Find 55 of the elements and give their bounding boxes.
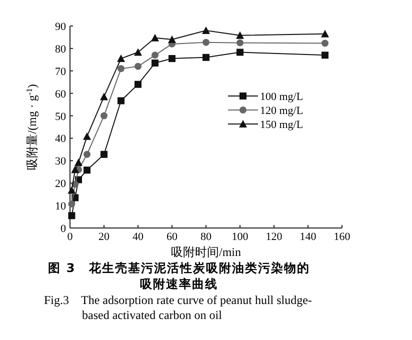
point	[168, 55, 176, 62]
x-tick-label: 40	[132, 231, 144, 243]
point	[236, 39, 244, 46]
point	[83, 132, 91, 140]
point	[117, 54, 125, 62]
point	[202, 26, 210, 34]
y-tick-label: 60	[55, 88, 66, 100]
y-tick-label: 50	[55, 110, 66, 123]
y-tick-label: 20	[55, 178, 66, 190]
point	[168, 35, 176, 43]
point	[202, 54, 210, 61]
y-tick-label: 10	[55, 200, 66, 213]
y-tick-label: 90	[55, 21, 66, 33]
y-tick-label: 70	[55, 66, 66, 78]
point	[71, 166, 80, 174]
point	[100, 112, 108, 120]
point	[151, 34, 159, 42]
point	[134, 80, 142, 88]
point	[321, 30, 329, 38]
point	[322, 52, 328, 59]
legend-label: 120 mg/L	[260, 105, 304, 117]
point	[68, 186, 76, 194]
point	[236, 31, 244, 39]
point	[152, 60, 158, 67]
point	[84, 166, 90, 174]
y-tick-label: 0	[60, 223, 66, 235]
x-tick-label: 60	[166, 231, 178, 243]
point	[322, 40, 328, 47]
y-tick-label: 40	[55, 133, 66, 146]
y-tick-label: 80	[55, 43, 66, 56]
x-tick-label: 160	[334, 231, 351, 243]
point	[100, 150, 108, 158]
y-tick-label: 30	[55, 156, 66, 168]
point	[134, 62, 142, 70]
point	[236, 48, 244, 56]
x-axis-title: 吸附时间/min	[170, 245, 242, 259]
x-tick-label: 20	[98, 231, 110, 243]
point	[118, 97, 124, 104]
x-tick-label: 140	[300, 231, 317, 243]
point	[118, 65, 124, 72]
point	[74, 158, 82, 166]
point	[152, 52, 158, 59]
legend-label: 100 mg/L	[260, 91, 304, 103]
point	[134, 48, 142, 56]
point	[202, 38, 210, 46]
point	[68, 200, 76, 208]
legend-label: 150 mg/L	[260, 119, 304, 131]
point	[100, 92, 108, 100]
point	[84, 150, 90, 158]
text: Fig.3 The adsorption rate curve of peanut hull sludge-based activated carbon on oil	[44, 293, 313, 323]
x-tick-label: 120	[266, 231, 283, 243]
text: 图 3 花生壳基污泥活性炭吸附油类污染物的吸附速率曲线	[47, 260, 311, 292]
x-tick-label: 80	[200, 231, 212, 243]
point	[68, 212, 76, 220]
x-tick-label: 100	[232, 231, 249, 243]
